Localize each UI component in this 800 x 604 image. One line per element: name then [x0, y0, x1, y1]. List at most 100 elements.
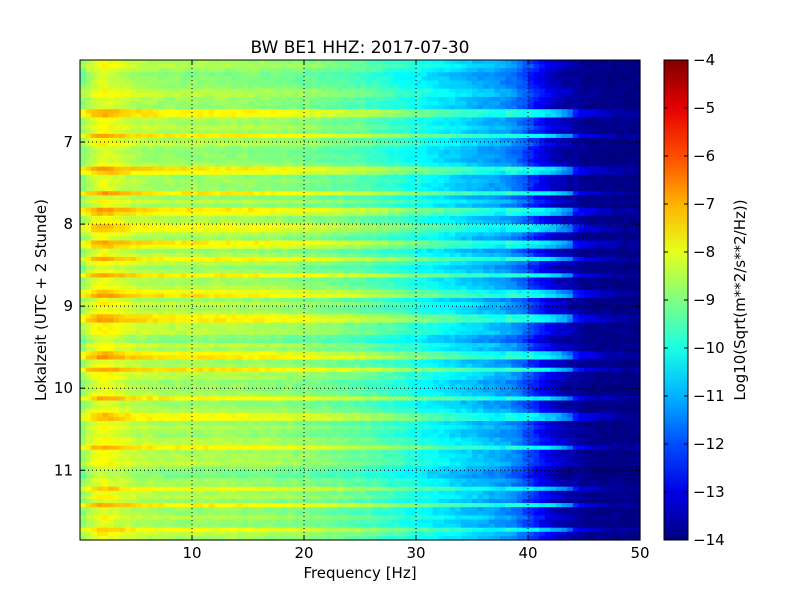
heatmap-cell — [477, 64, 484, 69]
heatmap-cell — [242, 150, 249, 155]
heatmap-cell — [528, 142, 535, 147]
heatmap-cell — [466, 72, 473, 78]
heatmap-cell — [298, 228, 305, 233]
heatmap-cell — [348, 256, 355, 262]
heatmap-cell — [164, 88, 171, 94]
heatmap-cell — [606, 76, 613, 82]
heatmap-cell — [556, 60, 563, 65]
heatmap-cell — [634, 256, 641, 262]
heatmap-cell — [544, 133, 551, 139]
heatmap-cell — [539, 109, 546, 114]
heatmap-cell — [500, 224, 507, 229]
heatmap-cell — [584, 105, 591, 110]
heatmap-cell — [264, 146, 271, 151]
heatmap-cell — [141, 137, 148, 143]
heatmap-cell — [281, 248, 288, 254]
heatmap-cell — [276, 146, 283, 151]
heatmap-cell — [528, 129, 535, 135]
heatmap-cell — [85, 199, 92, 205]
heatmap-cell — [298, 146, 305, 151]
heatmap-cell — [399, 195, 406, 201]
heatmap-cell — [522, 220, 529, 225]
heatmap-cell — [102, 142, 109, 147]
heatmap-cell — [623, 133, 630, 139]
heatmap-cell — [298, 166, 305, 172]
heatmap-cell — [539, 183, 546, 188]
heatmap-cell — [276, 60, 283, 65]
heatmap-cell — [192, 232, 199, 238]
heatmap-cell — [612, 187, 619, 192]
heatmap-cell — [186, 125, 193, 131]
heatmap-cell — [399, 125, 406, 131]
heatmap-cell — [220, 162, 227, 168]
heatmap-cell — [477, 88, 484, 94]
heatmap-cell — [612, 150, 619, 155]
heatmap-cell — [544, 232, 551, 238]
heatmap-cell — [332, 256, 339, 262]
heatmap-cell — [208, 109, 215, 114]
heatmap-cell — [130, 256, 137, 262]
heatmap-cell — [416, 256, 423, 262]
heatmap-cell — [505, 133, 512, 139]
heatmap-cell — [85, 113, 92, 119]
heatmap-cell — [253, 232, 260, 238]
heatmap-cell — [455, 256, 462, 262]
heatmap-cell — [623, 92, 630, 98]
heatmap-cell — [281, 146, 288, 151]
heatmap-cell — [516, 96, 523, 102]
heatmap-cell — [595, 88, 602, 94]
heatmap-cell — [113, 232, 120, 238]
heatmap-cell — [147, 240, 154, 246]
heatmap-cell — [578, 96, 585, 102]
heatmap-cell — [85, 133, 92, 139]
heatmap-cell — [158, 117, 165, 123]
heatmap-cell — [388, 125, 395, 131]
heatmap-cell — [550, 240, 557, 246]
heatmap-cell — [516, 125, 523, 131]
heatmap-cell — [561, 236, 568, 242]
heatmap-cell — [91, 244, 98, 250]
heatmap-cell — [634, 76, 641, 82]
heatmap-cell — [438, 80, 445, 86]
heatmap-cell — [360, 203, 367, 209]
heatmap-cell — [544, 96, 551, 102]
heatmap-cell — [612, 154, 619, 160]
heatmap-cell — [550, 80, 557, 86]
heatmap-cell — [494, 84, 501, 90]
heatmap-cell — [197, 244, 204, 250]
heatmap-cell — [315, 220, 322, 225]
heatmap-cell — [158, 137, 165, 143]
heatmap-cell — [304, 125, 311, 131]
heatmap-cell — [169, 101, 176, 106]
heatmap-cell — [544, 236, 551, 242]
heatmap-cell — [136, 80, 143, 86]
heatmap-cell — [466, 256, 473, 262]
heatmap-cell — [427, 60, 434, 65]
heatmap-cell — [533, 220, 540, 225]
heatmap-cell — [192, 84, 199, 90]
heatmap-cell — [634, 80, 641, 86]
heatmap-cell — [360, 84, 367, 90]
heatmap-cell — [175, 68, 182, 73]
heatmap-cell — [136, 125, 143, 131]
heatmap-cell — [404, 84, 411, 90]
heatmap-cell — [516, 232, 523, 238]
heatmap-cell — [124, 166, 131, 172]
heatmap-cell — [203, 178, 210, 184]
heatmap-cell — [488, 178, 495, 184]
heatmap-cell — [337, 92, 344, 98]
heatmap-cell — [427, 125, 434, 131]
heatmap-cell — [197, 88, 204, 94]
heatmap-cell — [421, 240, 428, 246]
heatmap-cell — [158, 166, 165, 172]
heatmap-cell — [494, 191, 501, 196]
heatmap-cell — [399, 261, 406, 266]
heatmap-cell — [500, 228, 507, 233]
heatmap-cell — [634, 248, 641, 254]
heatmap-cell — [376, 195, 383, 201]
heatmap-cell — [136, 113, 143, 119]
heatmap-cell — [432, 88, 439, 94]
heatmap-cell — [600, 174, 607, 180]
heatmap-cell — [130, 125, 137, 131]
heatmap-cell — [102, 101, 109, 106]
